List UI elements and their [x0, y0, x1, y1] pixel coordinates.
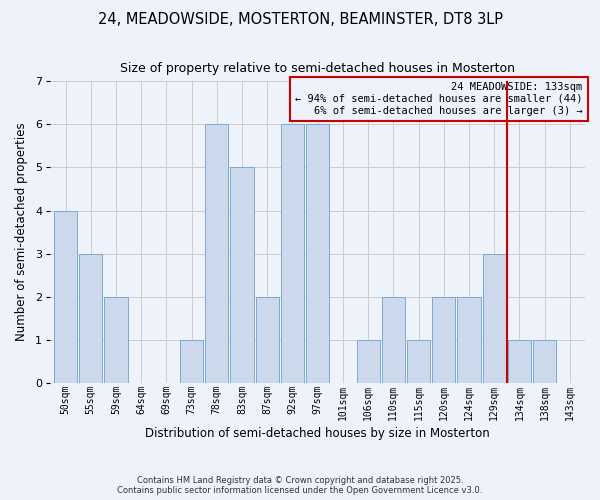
Bar: [79, 254, 103, 384]
Bar: [256, 297, 279, 384]
Bar: [104, 297, 128, 384]
Bar: [356, 340, 380, 384]
Bar: [382, 297, 405, 384]
Bar: [54, 210, 77, 384]
X-axis label: Distribution of semi-detached houses by size in Mosterton: Distribution of semi-detached houses by …: [145, 427, 490, 440]
Bar: [281, 124, 304, 384]
Title: Size of property relative to semi-detached houses in Mosterton: Size of property relative to semi-detach…: [120, 62, 515, 76]
Bar: [230, 168, 254, 384]
Bar: [407, 340, 430, 384]
Bar: [508, 340, 531, 384]
Text: 24, MEADOWSIDE, MOSTERTON, BEAMINSTER, DT8 3LP: 24, MEADOWSIDE, MOSTERTON, BEAMINSTER, D…: [97, 12, 503, 28]
Bar: [533, 340, 556, 384]
Text: Contains HM Land Registry data © Crown copyright and database right 2025.
Contai: Contains HM Land Registry data © Crown c…: [118, 476, 482, 495]
Bar: [306, 124, 329, 384]
Bar: [457, 297, 481, 384]
Bar: [432, 297, 455, 384]
Bar: [482, 254, 506, 384]
Text: 24 MEADOWSIDE: 133sqm
← 94% of semi-detached houses are smaller (44)
6% of semi-: 24 MEADOWSIDE: 133sqm ← 94% of semi-deta…: [295, 82, 583, 116]
Y-axis label: Number of semi-detached properties: Number of semi-detached properties: [15, 123, 28, 342]
Bar: [205, 124, 229, 384]
Bar: [180, 340, 203, 384]
